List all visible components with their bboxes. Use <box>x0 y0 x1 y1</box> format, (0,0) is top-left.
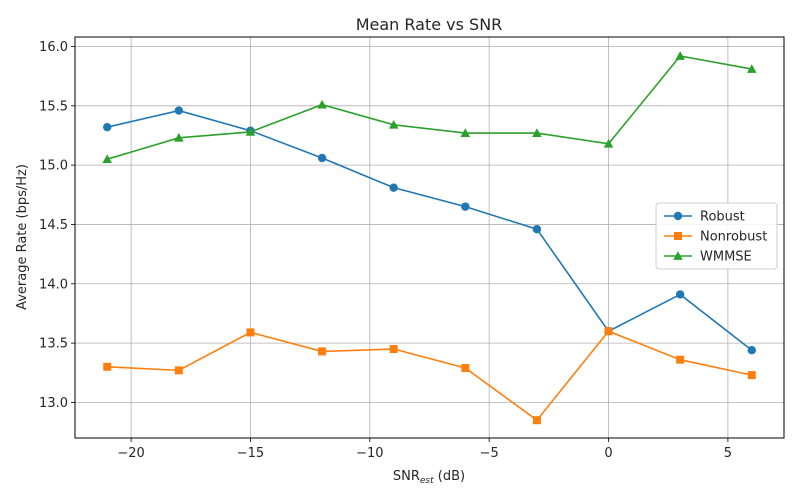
data-point-nonrobust <box>246 328 255 337</box>
data-point-nonrobust <box>389 345 398 354</box>
series-line-wmmse <box>106 55 752 160</box>
legend-marker-robust <box>673 211 683 221</box>
data-point-robust <box>103 122 112 132</box>
data-point-robust <box>747 346 756 355</box>
legend-label-wmmse: WMMSE <box>700 250 752 265</box>
legend-marker-wmmse <box>673 251 683 260</box>
data-point-robust <box>675 290 685 299</box>
legend-item-nonrobust: Nonrobust <box>664 230 767 245</box>
series-line-robust <box>107 109 753 351</box>
data-point-nonrobust <box>676 355 685 364</box>
legend-item-wmmse: WMMSE <box>664 250 752 265</box>
data-point-nonrobust <box>103 362 112 371</box>
series-line-nonrobust <box>107 330 752 422</box>
legend-item-robust: Robust <box>664 210 745 225</box>
data-point-nonrobust <box>174 366 183 375</box>
y-tick-label: 14.5 <box>39 218 68 233</box>
series-wmmse <box>102 51 757 164</box>
data-point-robust <box>389 183 398 192</box>
data-point-robust <box>461 202 470 211</box>
x-tick-label: −10 <box>356 446 383 461</box>
data-point-nonrobust <box>604 327 613 336</box>
x-axis-label-subscript: est <box>420 476 434 486</box>
legend-box <box>655 202 778 270</box>
y-tick-label: 16.0 <box>39 40 68 55</box>
x-tick-label: 5 <box>724 446 732 461</box>
data-point-wmmse <box>102 154 113 164</box>
data-point-wmmse <box>317 99 327 109</box>
data-point-robust <box>532 224 542 234</box>
series-group <box>102 51 757 425</box>
axis-ticks: −20 −15 −10 −5 0 5 13.0 13.5 14.0 14.5 15.0 15.5 16.… <box>39 40 732 461</box>
x-axis-label-main: SNR <box>393 469 420 484</box>
legend: Robust Nonrobust WMMSE <box>655 202 778 270</box>
data-point-nonrobust <box>747 371 756 380</box>
y-tick-label: 13.0 <box>39 396 68 411</box>
data-point-wmmse <box>603 138 614 148</box>
legend-label-robust: Robust <box>700 210 745 225</box>
data-point-wmmse <box>746 64 757 73</box>
y-tick-label: 15.5 <box>39 99 68 114</box>
y-tick-label: 14.0 <box>39 277 68 292</box>
data-point-robust <box>174 106 184 115</box>
x-tick-label: −20 <box>117 446 144 461</box>
data-point-wmmse <box>388 119 399 129</box>
data-point-wmmse <box>532 128 542 137</box>
legend-marker-nonrobust <box>674 232 682 240</box>
data-point-nonrobust <box>461 364 470 373</box>
data-point-wmmse <box>675 51 685 60</box>
data-point-wmmse <box>174 133 184 142</box>
y-axis-label: Average Rate (bps/Hz) <box>15 164 30 310</box>
data-point-robust <box>317 153 327 163</box>
x-tick-label: 0 <box>604 446 612 461</box>
data-point-wmmse <box>245 127 256 136</box>
data-point-wmmse <box>460 128 471 137</box>
plot-frame <box>74 36 785 439</box>
y-tick-label: 15.0 <box>39 159 68 174</box>
data-point-nonrobust <box>532 416 541 425</box>
x-axis-label: SNRest (dB) <box>393 469 465 486</box>
x-axis-label-suffix: (dB) <box>434 469 465 484</box>
series-nonrobust <box>103 327 756 425</box>
chart-title: Mean Rate vs SNR <box>356 15 503 34</box>
y-tick-label: 13.5 <box>39 337 68 352</box>
x-tick-label: −5 <box>480 446 499 461</box>
legend-label-nonrobust: Nonrobust <box>700 230 767 245</box>
x-tick-label: −15 <box>237 446 264 461</box>
data-point-nonrobust <box>318 347 327 356</box>
